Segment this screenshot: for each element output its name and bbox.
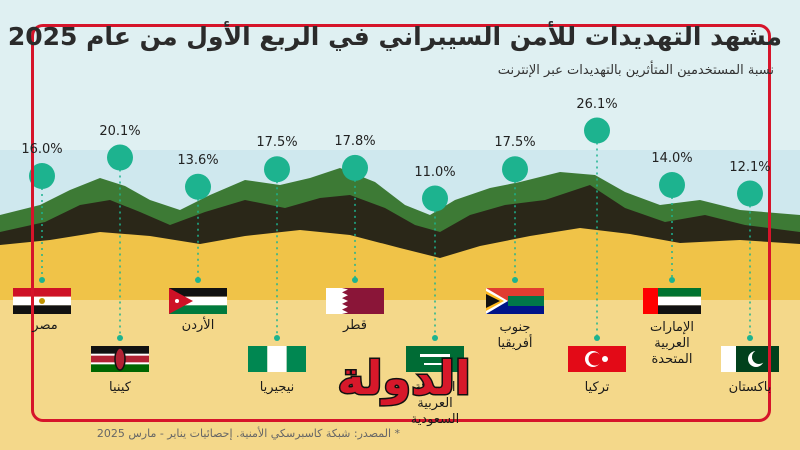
egypt-flag — [13, 288, 71, 314]
data-point-marker — [264, 156, 290, 183]
nigeria-flag — [248, 346, 306, 372]
country-label: باكستان — [728, 380, 772, 395]
value-label: 17.5% — [494, 135, 536, 151]
anchor-dot — [512, 277, 518, 283]
south-africa-flag — [486, 288, 544, 314]
leader-lines — [39, 130, 753, 341]
chart-subtitle: نسبة المستخدمين المتأثرين بالتهديدات عبر… — [497, 63, 774, 78]
country-label: قطر — [342, 318, 368, 333]
anchor-dot — [274, 335, 280, 341]
anchor-dot — [39, 277, 45, 283]
country-label: الإمارات العربية المتحدة — [649, 320, 695, 367]
value-label: 12.1% — [729, 159, 771, 175]
data-point-marker — [659, 172, 685, 198]
data-point-marker — [29, 163, 55, 189]
value-label: 16.0% — [21, 142, 63, 157]
data-point-marker — [502, 156, 528, 183]
highlight-frame — [31, 24, 771, 422]
country-label: جنوب أفريقيا — [497, 320, 533, 351]
anchor-dot — [195, 277, 201, 283]
qatar-flag — [326, 288, 384, 314]
value-markers — [29, 117, 763, 212]
country-label: كينيا — [109, 380, 131, 395]
data-point-marker — [107, 144, 133, 171]
watermark-logo: الدولة — [336, 350, 472, 407]
value-label: 17.5% — [256, 135, 298, 151]
value-label: 26.1% — [576, 96, 618, 112]
value-label: 17.8% — [334, 133, 376, 149]
country-label: الأردن — [181, 318, 215, 333]
anchor-dot — [352, 277, 358, 283]
data-point-marker — [185, 173, 211, 200]
flags-group — [13, 288, 779, 372]
chart-title: مشهد التهديدات للأمن السيبراني في الربع … — [7, 22, 782, 51]
data-point-marker — [584, 117, 610, 144]
kenya-flag — [91, 346, 149, 372]
value-label: 13.6% — [177, 152, 219, 168]
turkey-flag — [568, 346, 626, 372]
anchor-dot — [117, 335, 123, 341]
value-label: 20.1% — [99, 123, 141, 139]
anchor-dot — [594, 335, 600, 341]
uae-flag — [643, 288, 701, 314]
sand-ground — [0, 300, 800, 450]
country-label: تركيا — [584, 380, 610, 395]
country-label: مصر — [32, 318, 58, 333]
value-label: 11.0% — [414, 164, 456, 180]
value-label: 14.0% — [651, 151, 693, 166]
saudi-flag — [406, 346, 464, 372]
data-point-marker — [422, 185, 448, 212]
jordan-flag — [169, 288, 227, 314]
data-point-marker — [737, 180, 763, 207]
anchor-dot — [432, 335, 438, 341]
source-note: * المصدر: شبكة كاسبرسكي الأمنية. إحصائيا… — [96, 427, 400, 440]
anchor-dot — [747, 335, 753, 341]
anchor-dot — [669, 277, 675, 283]
country-label: المملكة العربية السعودية — [410, 380, 460, 427]
country-label: نيجيريا — [259, 380, 295, 395]
data-point-marker — [342, 154, 368, 181]
